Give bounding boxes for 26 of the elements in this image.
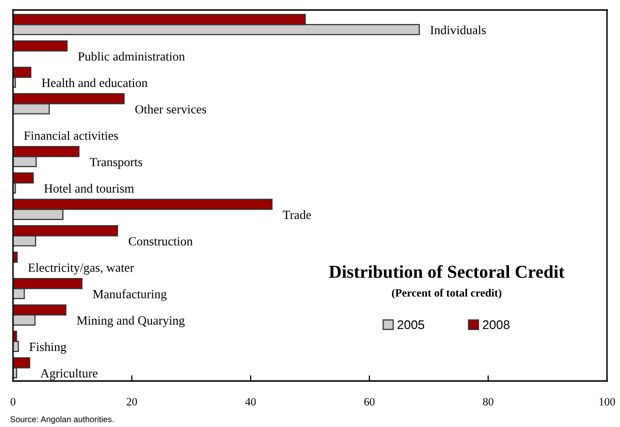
y-tick-label: Manufacturing	[92, 289, 167, 301]
y-tick-label: Financial activities	[24, 131, 118, 140]
x-tick-label: 100	[600, 398, 615, 406]
y-tick-label: Individuals	[430, 25, 486, 34]
y-tick-label: Health and education	[42, 78, 148, 88]
y-tick-label: Transports	[90, 158, 142, 169]
y-tick-label: Fishing	[29, 342, 66, 354]
source-note: Source: Angolan authorities.	[10, 416, 114, 424]
y-tick-label: Other services	[135, 104, 206, 114]
y-tick-label: Electricity/gas, water	[28, 263, 134, 274]
y-tick-label: Agriculture	[40, 368, 98, 380]
legend-label: 2008	[482, 320, 510, 330]
text: Distribution of Sectoral Credit	[329, 265, 564, 278]
y-tick-label: Public administration	[78, 52, 185, 61]
text: (Percent of total credit)	[392, 288, 502, 299]
x-tick-label: 0	[10, 398, 16, 406]
x-tick-label: 40	[245, 398, 256, 406]
y-tick-label: Hotel and tourism	[44, 184, 134, 193]
bar	[13, 40, 68, 52]
x-tick-label: 80	[483, 398, 494, 406]
legend-label: 2005	[398, 320, 424, 330]
y-tick-label: Mining and Quarying	[76, 316, 185, 328]
y-tick-label: Trade	[282, 210, 311, 220]
x-tick-label: 20	[126, 398, 137, 406]
y-tick-label: Construction	[128, 237, 193, 246]
x-tick-label: 60	[364, 398, 375, 406]
